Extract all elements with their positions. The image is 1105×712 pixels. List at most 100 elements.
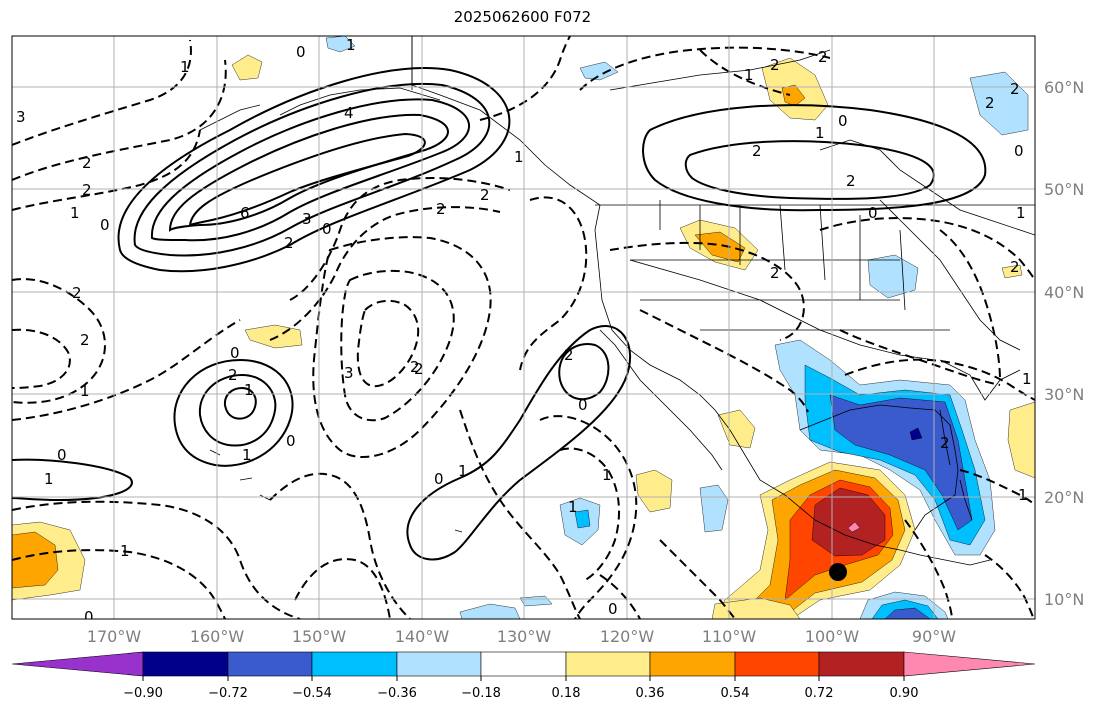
contour-label: 2 (480, 186, 490, 204)
contour-label: 1 (70, 204, 80, 222)
contour-label: 1 (346, 36, 356, 54)
contour-label: 1 (120, 542, 130, 560)
lon-tick-labels: 170°W 160°W 150°W 140°W 130°W 120°W 110°… (87, 627, 956, 646)
lon-tick-label: 110°W (702, 627, 757, 646)
colorbar-segment (396, 651, 482, 677)
contour-label: 1 (744, 66, 754, 84)
contour-label: 1 (514, 148, 524, 166)
colorbar-extend-max (903, 651, 1036, 677)
location-marker (829, 563, 847, 581)
colorbar-tick-label: 0.36 (636, 686, 665, 701)
colorbar-segment (227, 651, 313, 677)
lat-tick-label: 20°N (1044, 488, 1084, 507)
lat-tick-label: 30°N (1044, 385, 1084, 404)
lon-tick-label: 150°W (292, 627, 347, 646)
contour-label: 1 (1018, 486, 1028, 504)
gridlines (12, 36, 1035, 619)
contour-label: 2 (846, 172, 856, 190)
colorbar-segment (649, 651, 736, 677)
contour-label: 2 (770, 56, 780, 74)
contour-label: 2 (770, 264, 780, 282)
contour-label: 2 (940, 434, 950, 452)
contour-label: 4 (344, 104, 354, 122)
contour-label: 2 (564, 346, 574, 364)
colorbar-tick-label: −0.54 (292, 686, 332, 701)
colorbar-segment (818, 651, 905, 677)
contour-label: 2 (284, 234, 294, 252)
map-frame (11, 35, 1036, 620)
contour-label: 0 (608, 600, 618, 618)
lon-tick-label: 90°W (912, 627, 956, 646)
contour-label: 0 (578, 396, 588, 414)
contour-labels: 0 1 1 2 2 1 0 3 2 2 1 0 4 6 3 2 0 2 2 1 … (16, 36, 1032, 626)
contour-label: 1 (1016, 204, 1026, 222)
chart-title: 2025062600 F072 (453, 8, 592, 26)
contour-label: 2 (410, 358, 420, 376)
contour-label: 0 (296, 43, 306, 61)
colorbar-segment (565, 651, 651, 677)
colorbar-extend-min (11, 651, 144, 677)
lat-tick-label: 50°N (1044, 180, 1084, 199)
colorbar-ticks (142, 676, 905, 681)
lon-tick-label: 160°W (190, 627, 245, 646)
contour-label: 1 (568, 498, 578, 516)
colorbar-segment (480, 651, 567, 677)
contour-label: 1 (242, 446, 252, 464)
colorbar (11, 651, 1036, 677)
lat-tick-label: 40°N (1044, 283, 1084, 302)
contour-label: 2 (985, 94, 995, 112)
contour-label: 2 (414, 360, 424, 378)
contour-label: 1 (458, 462, 468, 480)
contour-label: 1 (244, 381, 254, 399)
lon-tick-label: 100°W (805, 627, 860, 646)
colorbar-tick-label: −0.72 (208, 686, 248, 701)
contour-label: 1 (80, 382, 90, 400)
colorbar-tick-label: 0.72 (805, 686, 834, 701)
coastlines (199, 36, 1035, 566)
contour-label: 0 (322, 220, 332, 238)
colorbar-tick-label: −0.90 (123, 686, 163, 701)
contour-label: 2 (1010, 258, 1020, 276)
lat-tick-label: 60°N (1044, 78, 1084, 97)
lon-tick-label: 170°W (87, 627, 142, 646)
colorbar-segment (734, 651, 820, 677)
colorbar-tick-label: 0.54 (721, 686, 750, 701)
contour-label: 1 (1022, 370, 1032, 388)
colorbar-tick-labels: −0.90 −0.72 −0.54 −0.36 −0.18 0.18 0.36 … (123, 686, 918, 701)
colorbar-tick-label: −0.18 (461, 686, 501, 701)
contour-label: 0 (434, 470, 444, 488)
contour-label: 6 (240, 204, 250, 222)
contour-label: 0 (868, 204, 878, 222)
colorbar-tick-label: 0.18 (552, 686, 581, 701)
contour-label: 2 (72, 284, 82, 302)
contour-label: 0 (84, 608, 94, 626)
contour-label: 3 (302, 210, 312, 228)
lat-tick-label: 10°N (1044, 590, 1084, 609)
contour-label: 1 (180, 58, 190, 76)
colorbar-tick-label: 0.90 (890, 686, 919, 701)
contour-label: 2 (80, 331, 90, 349)
contour-label: 0 (57, 446, 67, 464)
contours-solid (12, 67, 987, 561)
contour-label: 1 (602, 466, 612, 484)
contour-label: 2 (752, 142, 762, 160)
contour-label: 3 (16, 108, 26, 126)
contour-label: 0 (838, 112, 848, 130)
contour-label: 0 (1014, 142, 1024, 160)
contour-label: 1 (44, 470, 54, 488)
contour-label: 0 (230, 344, 240, 362)
colorbar-tick-label: −0.36 (377, 686, 417, 701)
contour-label: 0 (100, 216, 110, 234)
contour-label: 2 (436, 200, 446, 218)
contour-label: 0 (286, 432, 296, 450)
colorbar-segment (142, 651, 229, 677)
lat-tick-labels: 10°N 20°N 30°N 40°N 50°N 60°N (1044, 78, 1084, 609)
contour-label: 2 (1010, 80, 1020, 98)
colorbar-segment (311, 651, 398, 677)
contour-label: 2 (228, 366, 238, 384)
contour-label: 3 (344, 364, 354, 382)
lon-tick-label: 120°W (600, 627, 655, 646)
contour-label: 2 (82, 181, 92, 199)
contour-label: 2 (82, 154, 92, 172)
